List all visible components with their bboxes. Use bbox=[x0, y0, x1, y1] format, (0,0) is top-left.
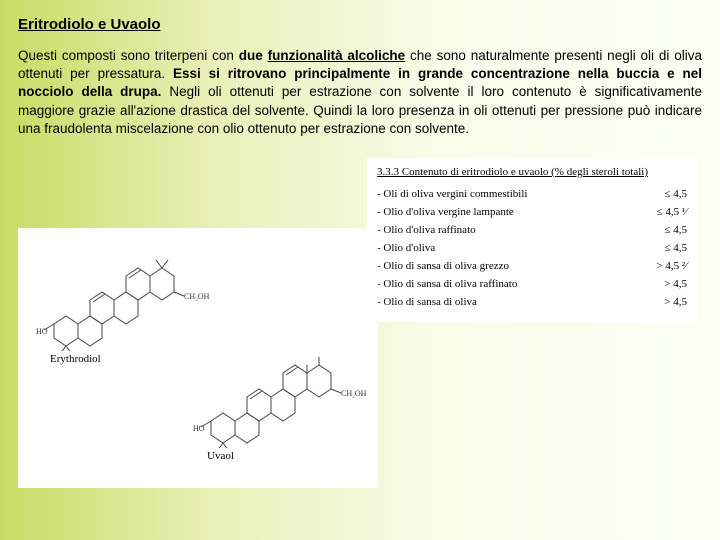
table-cell-label: Oli di oliva vergini commestibili bbox=[377, 188, 527, 200]
table-body: Oli di oliva vergini commestibili≤ 4,5Ol… bbox=[377, 188, 687, 308]
sterol-table: 3.3.3 Contenuto di eritrodiolo e uvaolo … bbox=[367, 158, 697, 322]
atom-label: CH₂OH bbox=[184, 292, 210, 301]
molecule-svg: HO CH₂OH bbox=[36, 246, 211, 351]
table-cell-value: > 4,5 ²⁄ bbox=[656, 260, 687, 272]
table-cell-label: Olio d'oliva vergine lampante bbox=[377, 206, 514, 218]
text-segment: Questi composti sono triterpeni con bbox=[18, 48, 239, 63]
table-cell-label: Olio di sansa di oliva raffinato bbox=[377, 278, 517, 290]
table-cell-value: ≤ 4,5 bbox=[664, 188, 687, 200]
table-row: Olio d'oliva vergine lampante ≤ 4,5 ¹⁄ bbox=[377, 206, 687, 218]
atom-label: CH₂OH bbox=[341, 389, 367, 398]
molecule-erythrodiol: HO CH₂OH Erythrodiol bbox=[36, 246, 211, 365]
molecule-svg: HO CH₂OH bbox=[193, 343, 368, 448]
table-cell-label: Olio d'oliva bbox=[377, 242, 435, 254]
table-cell-value: ≤ 4,5 bbox=[664, 224, 687, 236]
table-row: Olio di sansa di oliva grezzo > 4,5 ²⁄ bbox=[377, 260, 687, 272]
atom-label: HO bbox=[193, 424, 205, 433]
content-area: 3.3.3 Contenuto di eritrodiolo e uvaolo … bbox=[18, 158, 702, 488]
slide-title: Eritrodiolo e Uvaolo bbox=[18, 16, 702, 33]
atom-label: HO bbox=[36, 327, 48, 336]
table-row: Olio d'oliva ≤ 4,5 bbox=[377, 242, 687, 254]
table-cell-label: Olio di sansa di oliva grezzo bbox=[377, 260, 509, 272]
table-cell-value: ≤ 4,5 ¹⁄ bbox=[657, 206, 687, 218]
molecule-structures: HO CH₂OH Erythrodiol bbox=[18, 228, 378, 488]
text-bold-underline: funzionalità alcoliche bbox=[268, 48, 406, 63]
molecule-uvaol: HO CH₂OH Uvaol bbox=[193, 343, 368, 462]
table-cell-label: Olio d'oliva raffinato bbox=[377, 224, 476, 236]
table-cell-value: ≤ 4,5 bbox=[664, 242, 687, 254]
text-bold: due bbox=[239, 48, 263, 63]
table-cell-value: > 4,5 bbox=[664, 278, 687, 290]
table-cell-value: > 4,5 bbox=[664, 296, 687, 308]
table-heading: 3.3.3 Contenuto di eritrodiolo e uvaolo … bbox=[377, 166, 687, 178]
slide-container: Eritrodiolo e Uvaolo Questi composti son… bbox=[0, 0, 720, 540]
table-row: Oli di oliva vergini commestibili ≤ 4,5 bbox=[377, 188, 687, 200]
molecule-name: Uvaol bbox=[193, 450, 368, 462]
table-cell-label: Olio di sansa di oliva bbox=[377, 296, 477, 308]
molecule-name: Erythrodiol bbox=[36, 353, 211, 365]
table-row: Olio di sansa di oliva > 4,5 bbox=[377, 296, 687, 308]
main-paragraph: Questi composti sono triterpeni con due … bbox=[18, 47, 702, 138]
table-row: Olio di sansa di oliva raffinato > 4,5 bbox=[377, 278, 687, 290]
table-row: Olio d'oliva raffinato ≤ 4,5 bbox=[377, 224, 687, 236]
